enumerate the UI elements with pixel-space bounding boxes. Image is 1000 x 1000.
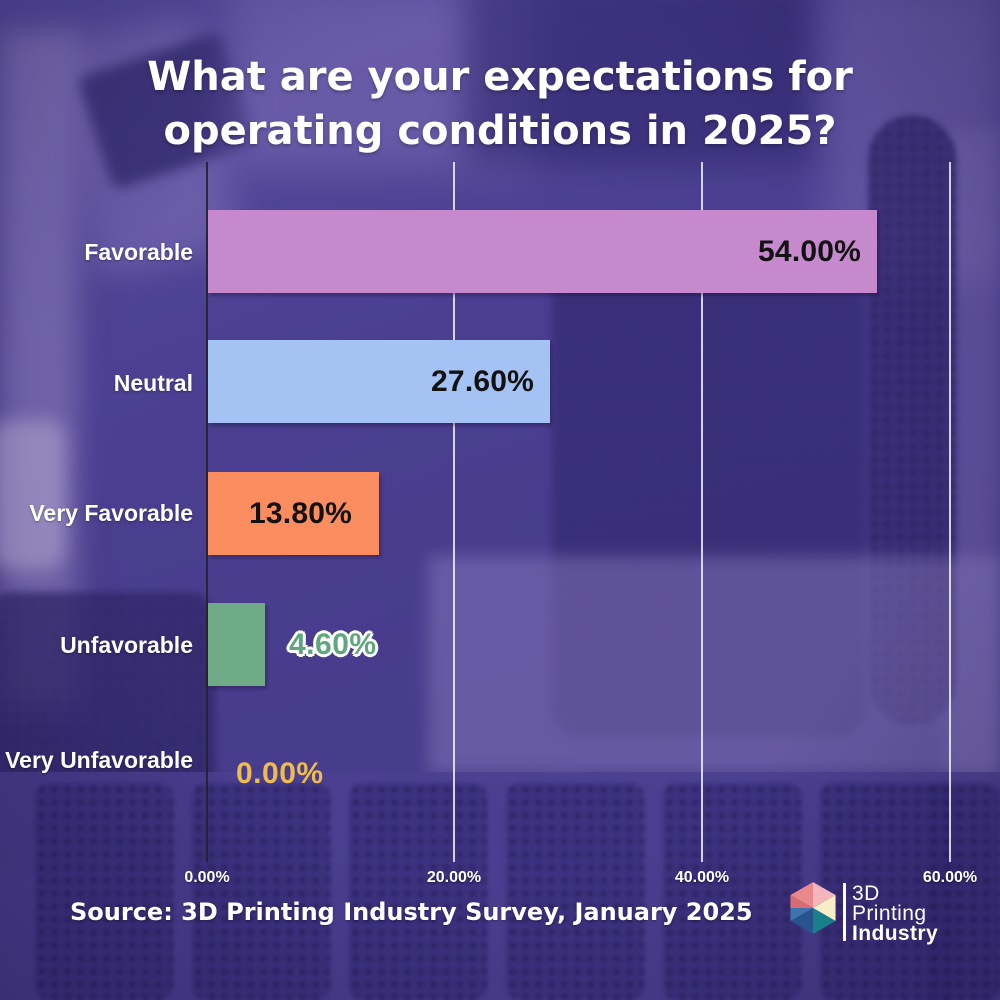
chart-title-line2: operating conditions in 2025? (163, 108, 837, 154)
category-label-unfavorable: Unfavorable (60, 632, 193, 658)
value-label-very-favorable: 13.80% (249, 496, 352, 530)
brand-logo: 3D Printing Industry (789, 881, 938, 944)
chart-title-line1: What are your expectations for (147, 54, 853, 100)
gridline-20pct (453, 162, 455, 862)
x-tick-label-20: 20.00% (426, 869, 482, 886)
background-shape (946, 130, 1000, 850)
value-label-unfavorable: 4.60% (289, 628, 377, 661)
bar-neutral: 27.60% (208, 340, 550, 423)
x-tick-label-0: 0.00% (184, 869, 230, 886)
background-shape (0, 420, 65, 570)
logo-line-industry: Industry (852, 922, 939, 945)
background-shape (868, 115, 956, 725)
logo-wordmark: 3D Printing Industry (852, 881, 938, 944)
value-label-neutral: 27.60% (431, 364, 534, 398)
logo-hexagon-icon (790, 882, 836, 934)
logo-divider (843, 883, 846, 941)
background-shape (428, 556, 1000, 774)
value-label-favorable: 54.00% (758, 234, 861, 268)
background-shape (663, 783, 801, 1000)
chart-title: What are your expectations for operating… (0, 50, 1000, 158)
bar-unfavorable (208, 603, 265, 686)
gridline-60pct (949, 162, 951, 862)
category-label-favorable: Favorable (84, 239, 193, 265)
background-shape (35, 783, 173, 1000)
background-shape (928, 783, 1000, 1000)
category-label-neutral: Neutral (113, 370, 193, 396)
bar-favorable: 54.00% (208, 210, 877, 293)
x-tick-label-40: 40.00% (674, 869, 730, 886)
category-label-very-unfavorable: Very Unfavorable (5, 747, 193, 773)
background-shape (192, 783, 330, 1000)
background-shape (349, 783, 487, 1000)
background-shape (552, 232, 867, 737)
value-label-very-unfavorable: 0.00% (236, 757, 324, 790)
logo-line-3d: 3D (852, 882, 880, 905)
bar-very-favorable: 13.80% (208, 472, 379, 555)
source-caption: Source: 3D Printing Industry Survey, Jan… (70, 898, 753, 926)
axis-baseline (206, 162, 208, 862)
logo-line-printing: Printing (852, 902, 927, 925)
background-shape (506, 783, 644, 1000)
category-label-very-favorable: Very Favorable (29, 500, 193, 526)
